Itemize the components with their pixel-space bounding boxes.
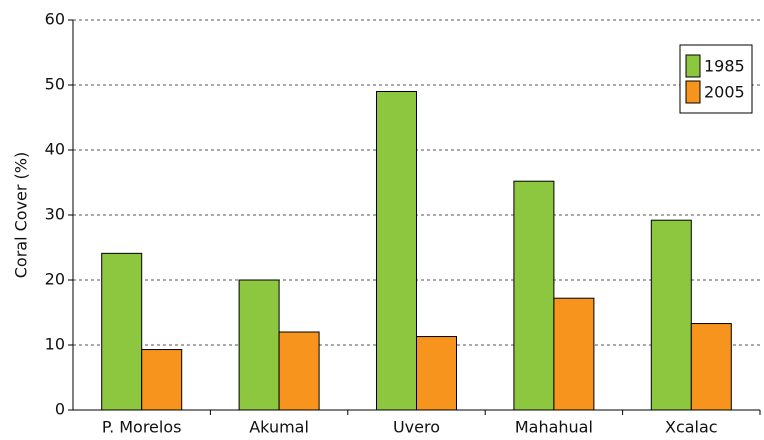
y-tick-label: 0	[55, 400, 65, 419]
x-tick-label: P. Morelos	[102, 418, 182, 437]
y-tick-label: 10	[45, 335, 65, 354]
x-tick-label: Akumal	[249, 418, 309, 437]
bar	[513, 180, 555, 411]
legend-label: 2005	[704, 83, 745, 102]
x-tick-label: Mahahual	[515, 418, 593, 437]
y-tick-label: 30	[45, 205, 65, 224]
legend-label: 1985	[704, 57, 745, 76]
bar	[650, 219, 692, 411]
bar	[238, 279, 280, 411]
bar	[416, 336, 457, 411]
x-tick-label: Xcalac	[665, 418, 718, 437]
x-tick-label: Uvero	[393, 418, 440, 437]
bar	[553, 297, 595, 411]
bar	[278, 331, 320, 411]
y-tick-label: 60	[45, 10, 65, 29]
y-axis-label: Coral Cover (%)	[12, 152, 31, 279]
bar	[141, 349, 183, 411]
y-tick-label: 50	[45, 75, 65, 94]
y-tick-label: 40	[45, 140, 65, 159]
legend-swatch	[685, 80, 701, 104]
bar	[690, 323, 732, 411]
legend-swatch	[685, 54, 701, 78]
y-tick-label: 20	[45, 270, 65, 289]
bar	[101, 252, 143, 411]
bar	[376, 91, 417, 411]
